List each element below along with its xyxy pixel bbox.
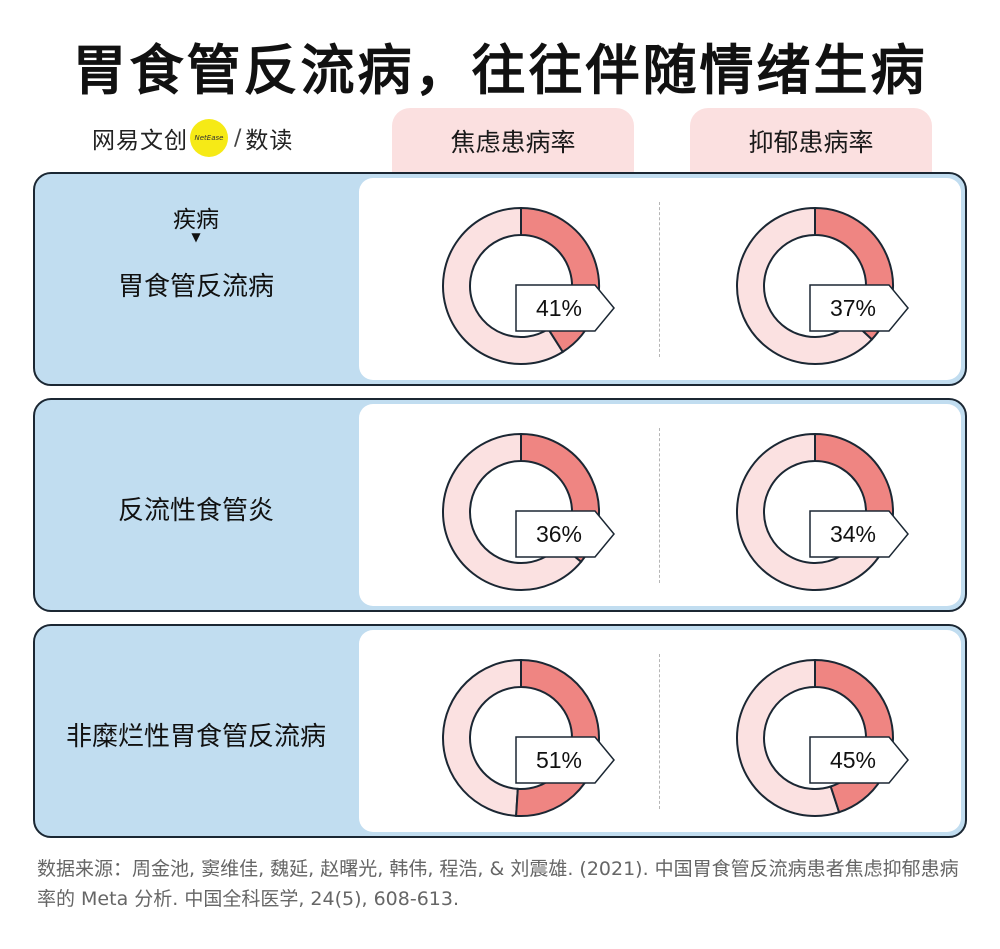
- label-arrow-shape: [809, 510, 909, 558]
- anxiety-percentage-text: 36%: [535, 520, 583, 547]
- donut-rest-segment: [736, 206, 874, 365]
- down-arrow-icon: ▼: [191, 230, 201, 244]
- label-arrow-shape: [515, 284, 615, 332]
- percentage-label: 45%: [809, 736, 909, 784]
- percentage-label: 36%: [515, 510, 615, 558]
- column-header-anxiety: 焦虑患病率: [392, 108, 634, 174]
- anxiety-donut: 41%: [439, 204, 615, 368]
- depression-donut: 37%: [733, 204, 909, 368]
- brand-separator: /: [234, 125, 242, 151]
- brand-sub: 数读: [245, 128, 294, 154]
- column-divider: [659, 654, 660, 809]
- label-arrow-shape: [515, 736, 615, 784]
- anxiety-percentage-text: 51%: [535, 746, 583, 773]
- donut-rest-segment: [736, 432, 883, 591]
- donut-rest-segment: [736, 658, 841, 817]
- percentage-label: 37%: [809, 284, 909, 332]
- depression-donut: 34%: [733, 430, 909, 594]
- percentage-label: 34%: [809, 510, 909, 558]
- donut-panel: 41% 37%: [359, 178, 961, 380]
- disease-label: 反流性食管炎: [117, 496, 274, 526]
- percentage-label: 51%: [515, 736, 615, 784]
- depression-percentage-text: 34%: [829, 520, 877, 547]
- netease-badge-icon: NetEase: [190, 119, 228, 157]
- depression-percentage-text: 45%: [829, 746, 877, 773]
- label-arrow-shape: [515, 510, 615, 558]
- anxiety-donut: 36%: [439, 430, 615, 594]
- donut-rest-segment: [442, 206, 565, 365]
- donut-rest-segment: [442, 432, 583, 591]
- column-divider: [659, 428, 660, 583]
- disease-row: 反流性食管炎 36% 34%: [33, 398, 967, 612]
- disease-row: 非糜烂性胃食管反流病 51% 45%: [33, 624, 967, 838]
- donut-panel: 51% 45%: [359, 630, 961, 832]
- label-arrow-shape: [809, 736, 909, 784]
- page-title: 胃食管反流病，往往伴随情绪生病: [72, 39, 928, 102]
- anxiety-percentage-text: 41%: [535, 294, 583, 321]
- disease-label: 胃食管反流病: [117, 272, 274, 302]
- depression-percentage-text: 37%: [829, 294, 877, 321]
- brand-logo: 网易文创 NetEase / 数读: [92, 118, 293, 158]
- column-header-depression: 抑郁患病率: [690, 108, 932, 174]
- donut-rest-segment: [442, 658, 522, 817]
- column-divider: [659, 202, 660, 357]
- label-arrow-shape: [809, 284, 909, 332]
- depression-donut: 45%: [733, 656, 909, 820]
- row-header-label: 疾病: [173, 207, 219, 233]
- anxiety-donut: 51%: [439, 656, 615, 820]
- donut-panel: 36% 34%: [359, 404, 961, 606]
- brand-name: 网易文创: [92, 128, 188, 154]
- disease-row: 疾病 ▼ 胃食管反流病 41% 37%: [33, 172, 967, 386]
- disease-label: 非糜烂性胃食管反流病: [65, 722, 326, 752]
- data-source-note: 数据来源：周金池, 窦维佳, 魏延, 赵曙光, 韩伟, 程浩, & 刘震雄. (…: [37, 858, 959, 910]
- percentage-label: 41%: [515, 284, 615, 332]
